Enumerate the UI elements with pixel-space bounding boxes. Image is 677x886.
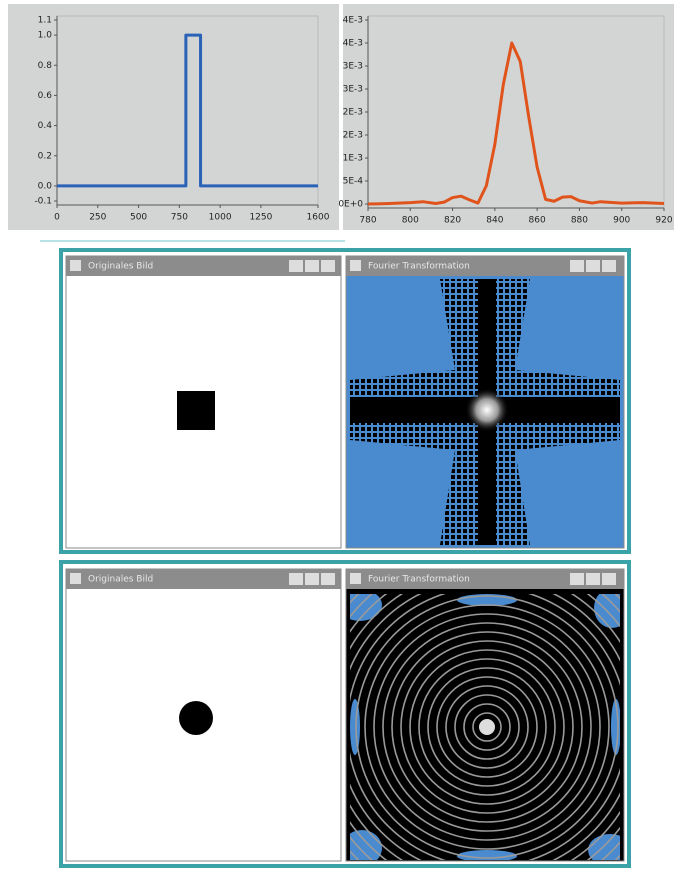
y-tick-label: 0.4 — [38, 121, 53, 131]
close-button[interactable] — [321, 260, 335, 272]
y-tick-label: 4E-3 — [343, 16, 363, 26]
window: Fourier Transformation — [293, 533, 677, 882]
window-title: Fourier Transformation — [368, 262, 470, 272]
y-tick-label: 0.6 — [38, 91, 53, 101]
x-tick-label: 800 — [402, 216, 419, 226]
x-tick-label: 820 — [444, 216, 461, 226]
window-icon — [350, 573, 361, 584]
window: Originales Bild — [66, 256, 341, 548]
x-tick-label: 1250 — [249, 213, 272, 223]
screenshot: Originales Bild Fourier Transformation O… — [0, 0, 677, 882]
y-tick-label: 3E-3 — [343, 62, 363, 72]
x-tick-label: 750 — [171, 213, 188, 223]
y-tick-label: 1.0 — [38, 31, 53, 41]
y-tick-label: 0.2 — [38, 151, 52, 161]
maximize-button[interactable] — [586, 573, 600, 585]
y-tick-label: 2E-3 — [343, 108, 363, 118]
x-tick-label: 920 — [655, 216, 672, 226]
x-tick-label: 1000 — [209, 213, 232, 223]
x-tick-label: 1600 — [307, 213, 330, 223]
window-icon — [70, 260, 81, 271]
x-tick-label: 900 — [613, 216, 630, 226]
y-tick-label: 0.8 — [38, 61, 53, 71]
y-tick-label: -0.1 — [34, 197, 52, 207]
close-button[interactable] — [602, 573, 616, 585]
close-button[interactable] — [602, 260, 616, 272]
chart-panel — [343, 4, 674, 230]
y-tick-label: 0E+0 — [338, 200, 363, 210]
x-tick-label: 250 — [89, 213, 106, 223]
circle-shape — [179, 701, 213, 735]
minimize-button[interactable] — [570, 260, 584, 272]
window-title: Originales Bild — [88, 262, 153, 272]
y-tick-label: 3E-3 — [343, 85, 363, 95]
y-tick-label: 1E-3 — [343, 154, 363, 164]
close-button[interactable] — [321, 573, 335, 585]
x-tick-label: 880 — [571, 216, 588, 226]
minimize-button[interactable] — [289, 260, 303, 272]
maximize-button[interactable] — [305, 260, 319, 272]
x-tick-label: 0 — [54, 213, 60, 223]
minimize-button[interactable] — [570, 573, 584, 585]
window-title: Originales Bild — [88, 575, 153, 585]
x-tick-label: 500 — [130, 213, 147, 223]
window-icon — [350, 260, 361, 271]
window: Originales Bild — [66, 569, 341, 861]
window-icon — [70, 573, 81, 584]
y-tick-label: 1.1 — [38, 16, 52, 26]
maximize-button[interactable] — [586, 260, 600, 272]
y-tick-label: 2E-3 — [343, 131, 363, 141]
window: Fourier Transformation — [346, 256, 624, 548]
x-tick-label: 780 — [359, 216, 376, 226]
y-tick-label: 4E-3 — [343, 39, 363, 49]
x-tick-label: 860 — [529, 216, 546, 226]
x-tick-label: 840 — [486, 216, 503, 226]
maximize-button[interactable] — [305, 573, 319, 585]
chart-panel — [8, 4, 339, 230]
y-tick-label: 0.0 — [38, 181, 53, 191]
square-shape — [177, 391, 215, 430]
y-tick-label: 5E-4 — [343, 177, 364, 187]
minimize-button[interactable] — [289, 573, 303, 585]
window-title: Fourier Transformation — [368, 575, 470, 585]
